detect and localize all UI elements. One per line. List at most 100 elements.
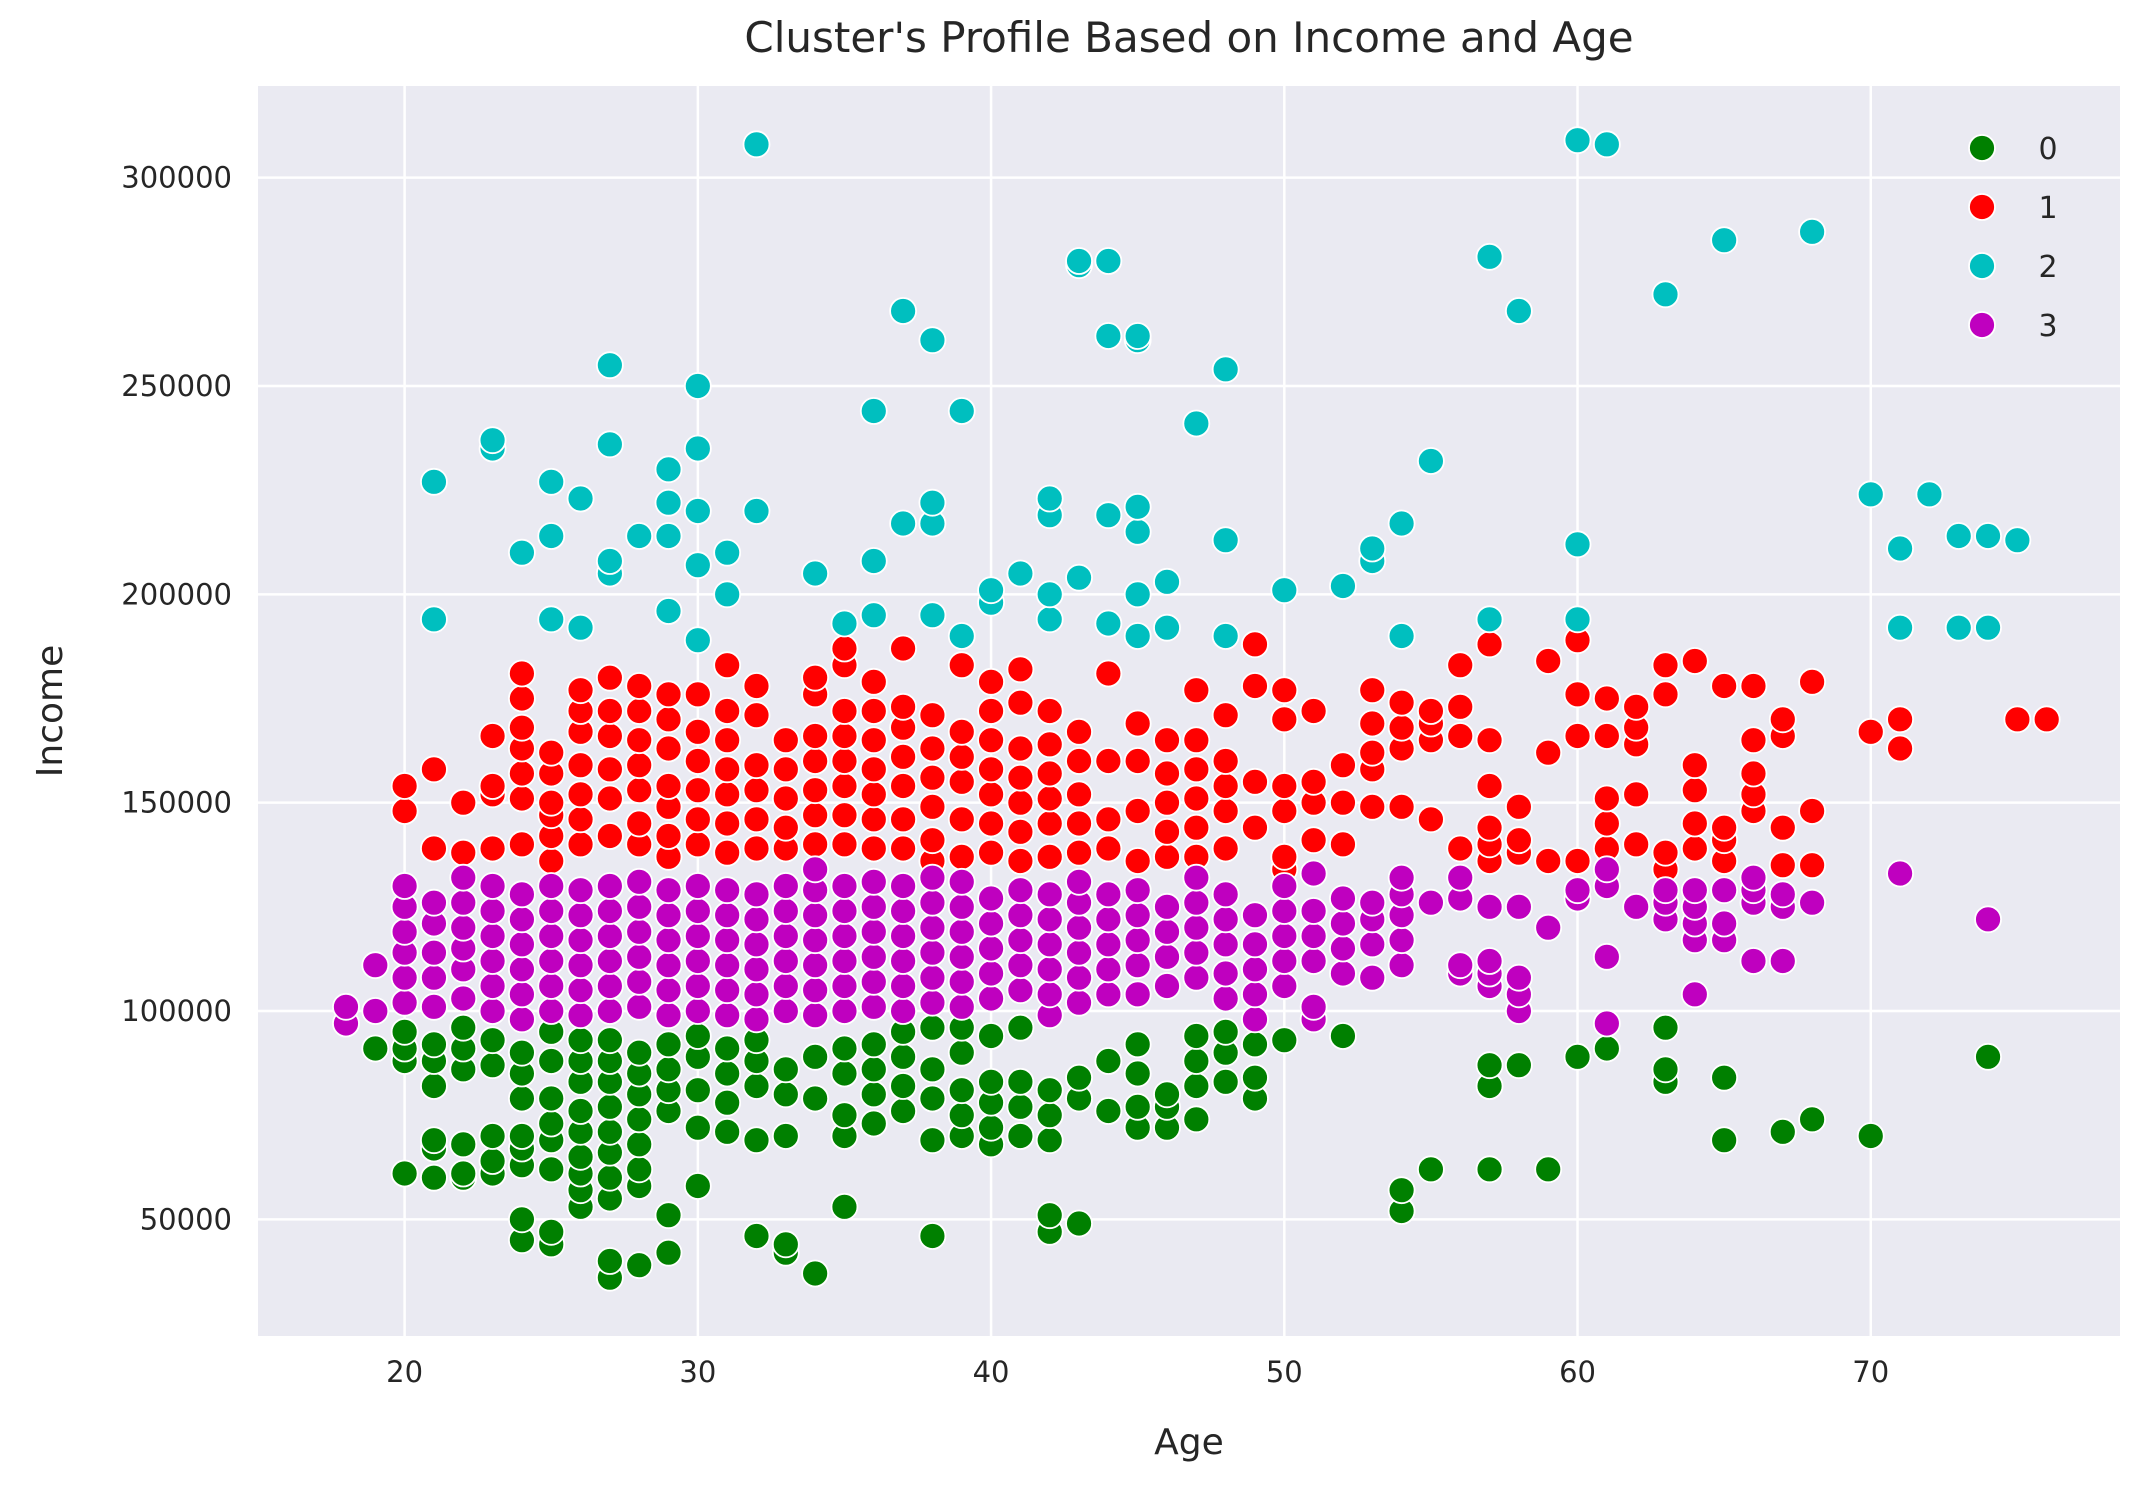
data-point: [1241, 767, 1269, 796]
data-point: [889, 1097, 918, 1125]
data-point: [390, 872, 419, 900]
data-point: [595, 997, 624, 1025]
data-point: [1182, 409, 1211, 438]
data-point: [1387, 509, 1416, 538]
data-point: [1299, 697, 1328, 725]
data-point: [566, 751, 595, 780]
data-point: [1270, 705, 1299, 734]
data-point: [1270, 576, 1299, 605]
data-point: [478, 922, 507, 950]
data-point: [830, 922, 859, 950]
data-point: [713, 1088, 742, 1117]
data-point: [771, 972, 800, 1000]
data-point: [1680, 647, 1709, 675]
data-point: [566, 613, 595, 642]
data-point: [537, 897, 566, 925]
data-point: [1006, 901, 1035, 930]
data-point: [537, 947, 566, 975]
data-point: [683, 626, 712, 655]
data-point: [771, 997, 800, 1025]
data-point: [1299, 897, 1328, 925]
data-point: [420, 888, 448, 917]
data-point: [566, 780, 595, 809]
data-point: [889, 997, 918, 1025]
data-point: [1035, 484, 1064, 513]
data-point: [1153, 788, 1181, 817]
data-point: [449, 788, 478, 817]
data-point: [625, 1038, 654, 1067]
data-point: [918, 1222, 947, 1250]
data-point: [889, 772, 918, 800]
data-point: [1974, 905, 2002, 934]
data-point: [830, 1034, 859, 1063]
data-point: [1211, 905, 1240, 934]
data-point: [1123, 876, 1152, 905]
data-point: [1211, 880, 1240, 909]
data-point: [625, 967, 654, 996]
data-point: [508, 659, 536, 688]
data-point: [1563, 847, 1592, 875]
data-point: [801, 1001, 830, 1030]
data-point: [742, 751, 771, 780]
data-point: [889, 692, 918, 721]
data-point: [1065, 563, 1093, 592]
data-point: [1475, 1051, 1504, 1080]
data-point: [713, 876, 742, 905]
data-point: [1270, 676, 1299, 705]
data-point: [508, 955, 536, 984]
data-point: [478, 947, 507, 975]
data-point: [918, 826, 947, 855]
data-point: [1123, 517, 1152, 546]
data-point: [830, 1059, 859, 1088]
data-point: [1035, 759, 1064, 788]
chart-title: Cluster's Profile Based on Income and Ag…: [744, 13, 1633, 62]
data-point: [1006, 951, 1035, 980]
data-point: [1475, 630, 1504, 659]
data-point: [654, 822, 683, 850]
data-point: [1856, 717, 1885, 746]
data-point: [1035, 955, 1064, 984]
data-point: [1739, 726, 1768, 755]
x-tick-label: 20: [386, 1355, 423, 1389]
data-point: [977, 1067, 1005, 1096]
data-point: [1153, 567, 1181, 596]
data-point: [977, 576, 1005, 605]
data-point: [859, 942, 888, 971]
data-point: [1211, 772, 1240, 800]
data-point: [1182, 755, 1211, 784]
data-point: [947, 805, 976, 834]
data-point: [566, 1097, 595, 1125]
data-point: [566, 876, 595, 905]
data-point: [1534, 913, 1563, 942]
data-point: [1006, 655, 1035, 684]
data-point: [595, 922, 624, 950]
data-point: [390, 988, 419, 1017]
data-point: [449, 1013, 478, 1042]
y-axis-label: Income: [30, 645, 71, 777]
data-point: [420, 938, 448, 967]
data-point: [449, 863, 478, 892]
data-point: [947, 992, 976, 1021]
data-point: [1211, 526, 1240, 555]
data-point: [771, 947, 800, 975]
data-point: [1387, 713, 1416, 742]
data-point: [1651, 876, 1680, 905]
data-point: [683, 1172, 712, 1200]
data-point: [654, 976, 683, 1005]
legend-marker: [1968, 134, 1996, 162]
data-point: [1563, 605, 1592, 634]
data-point: [654, 522, 683, 550]
data-point: [1153, 1080, 1181, 1109]
data-point: [654, 488, 683, 517]
data-point: [595, 1092, 624, 1121]
data-point: [625, 942, 654, 971]
data-point: [1065, 988, 1093, 1017]
data-point: [625, 892, 654, 921]
data-point: [1974, 1042, 2002, 1071]
data-point: [1739, 863, 1768, 892]
data-point: [1534, 1155, 1563, 1184]
data-point: [508, 713, 536, 742]
data-point: [859, 834, 888, 863]
data-point: [1182, 1072, 1211, 1100]
data-point: [566, 901, 595, 930]
